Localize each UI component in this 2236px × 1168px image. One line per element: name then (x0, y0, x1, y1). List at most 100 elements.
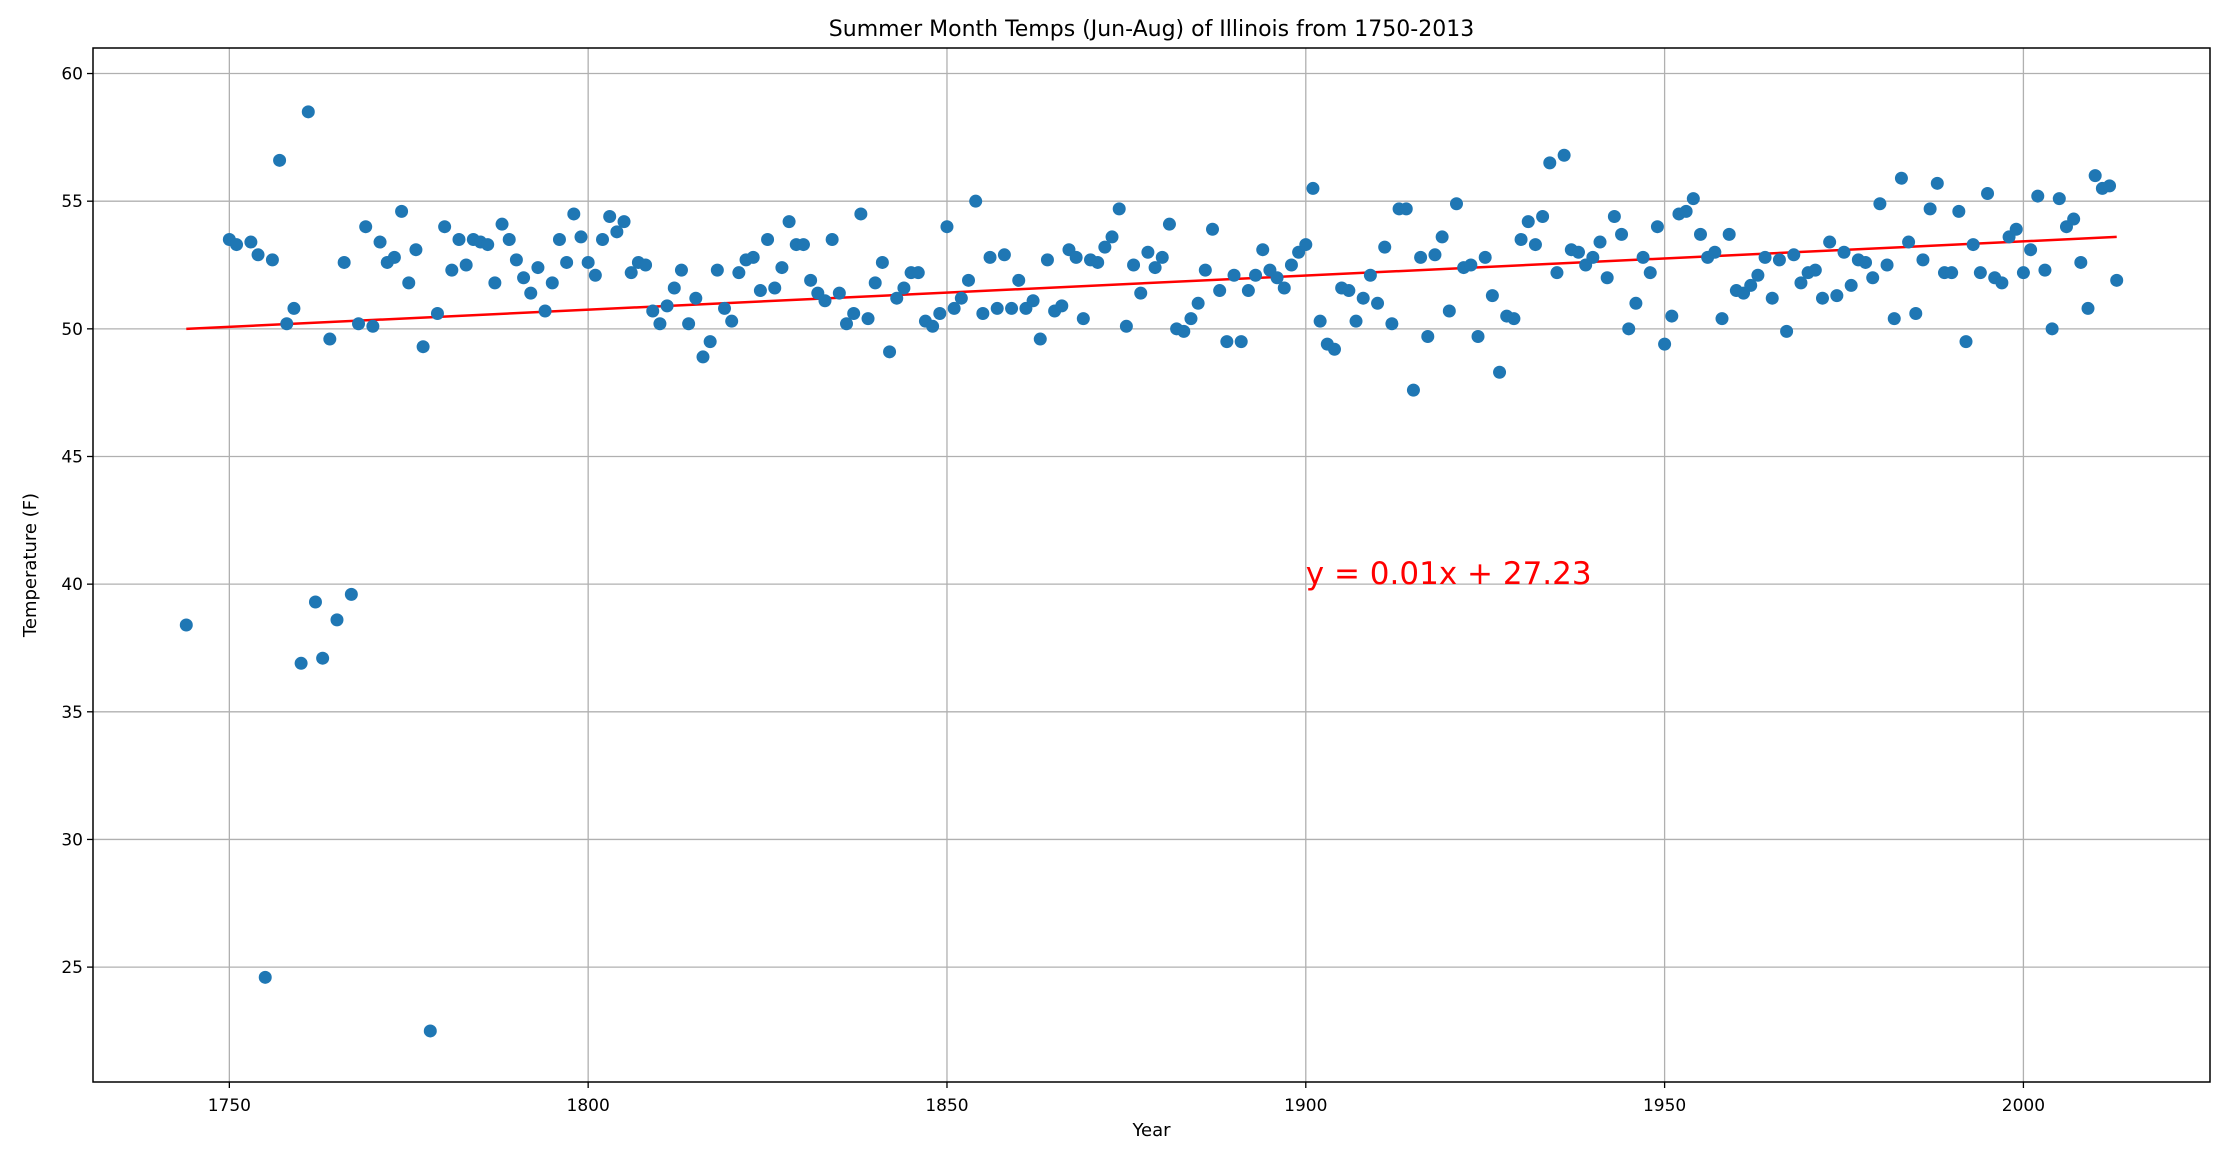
data-point (753, 284, 767, 298)
data-point (1306, 181, 1320, 195)
data-point (423, 1024, 437, 1038)
data-point (1780, 324, 1794, 338)
data-point (1751, 268, 1765, 282)
data-point (1385, 317, 1399, 331)
data-point (1981, 187, 1995, 201)
data-point (1270, 271, 1284, 285)
data-point (1923, 202, 1937, 216)
data-point (301, 105, 315, 119)
data-point (1636, 250, 1650, 264)
data-point (1284, 258, 1298, 272)
x-tick-label: 1950 (1643, 1096, 1686, 1116)
data-point (1930, 176, 1944, 190)
data-point (933, 307, 947, 321)
data-point (1040, 253, 1054, 267)
data-point (402, 276, 416, 290)
data-point (868, 276, 882, 290)
data-point (459, 258, 473, 272)
data-point (1449, 197, 1463, 211)
x-axis-title: Year (1131, 1120, 1171, 1141)
data-point (796, 238, 810, 252)
data-point (366, 319, 380, 333)
data-point (1399, 202, 1413, 216)
data-point (1198, 263, 1212, 277)
data-point (962, 273, 976, 287)
data-point (1830, 289, 1844, 303)
data-point (1033, 332, 1047, 346)
data-point (524, 286, 538, 300)
data-point (875, 255, 889, 269)
data-point (179, 618, 193, 632)
data-point (596, 232, 610, 246)
data-point (1342, 284, 1356, 298)
data-point (703, 335, 717, 349)
data-point (287, 301, 301, 315)
data-point (574, 230, 588, 244)
data-point (768, 281, 782, 295)
data-point (1421, 329, 1435, 343)
data-point (2067, 212, 2081, 226)
data-point (1643, 266, 1657, 280)
data-point (732, 266, 746, 280)
data-point (2031, 189, 2045, 203)
plot-frame (92, 47, 2211, 1083)
data-points (179, 105, 2124, 1038)
data-point (861, 312, 875, 326)
data-point (1629, 296, 1643, 310)
data-point (883, 345, 897, 359)
y-tick-label: 35 (61, 703, 83, 723)
data-point (2103, 179, 2117, 193)
data-point (344, 587, 358, 601)
data-point (1593, 235, 1607, 249)
data-point (897, 281, 911, 295)
data-point (1371, 296, 1385, 310)
data-point (1442, 304, 1456, 318)
data-point (1973, 266, 1987, 280)
data-point (1894, 171, 1908, 185)
data-point (1356, 291, 1370, 305)
data-point (2024, 243, 2038, 257)
data-point (1665, 309, 1679, 323)
data-point (646, 304, 660, 318)
data-point (538, 304, 552, 318)
data-point (1615, 227, 1629, 241)
data-point (545, 276, 559, 290)
data-point (1815, 291, 1829, 305)
data-point (1277, 281, 1291, 295)
data-point (1177, 324, 1191, 338)
data-point (251, 248, 265, 262)
y-tick-label: 25 (61, 958, 83, 978)
data-point (531, 261, 545, 275)
data-point (718, 301, 732, 315)
data-point (552, 232, 566, 246)
data-point (1586, 250, 1600, 264)
data-point (1959, 335, 1973, 349)
data-point (761, 232, 775, 246)
data-point (387, 250, 401, 264)
data-point (1134, 286, 1148, 300)
data-point (581, 255, 595, 269)
y-tick-label: 55 (61, 192, 83, 212)
data-point (1241, 284, 1255, 298)
data-point (509, 253, 523, 267)
data-point (2016, 266, 2030, 280)
data-point (517, 271, 531, 285)
data-point (1349, 314, 1363, 328)
data-point (1213, 284, 1227, 298)
data-point (1105, 230, 1119, 244)
data-point (696, 350, 710, 364)
data-point (1026, 294, 1040, 308)
data-point (746, 250, 760, 264)
y-axis-ticks: 25 30 35 40 45 50 55 60 (61, 65, 93, 978)
data-point (1478, 250, 1492, 264)
data-point (674, 263, 688, 277)
data-point (244, 235, 258, 249)
data-point (2110, 273, 2124, 287)
data-point (710, 263, 724, 277)
y-tick-label: 45 (61, 447, 83, 467)
data-point (495, 217, 509, 231)
data-point (1155, 250, 1169, 264)
data-point (1880, 258, 1894, 272)
data-point (1141, 245, 1155, 259)
data-point (1076, 312, 1090, 326)
